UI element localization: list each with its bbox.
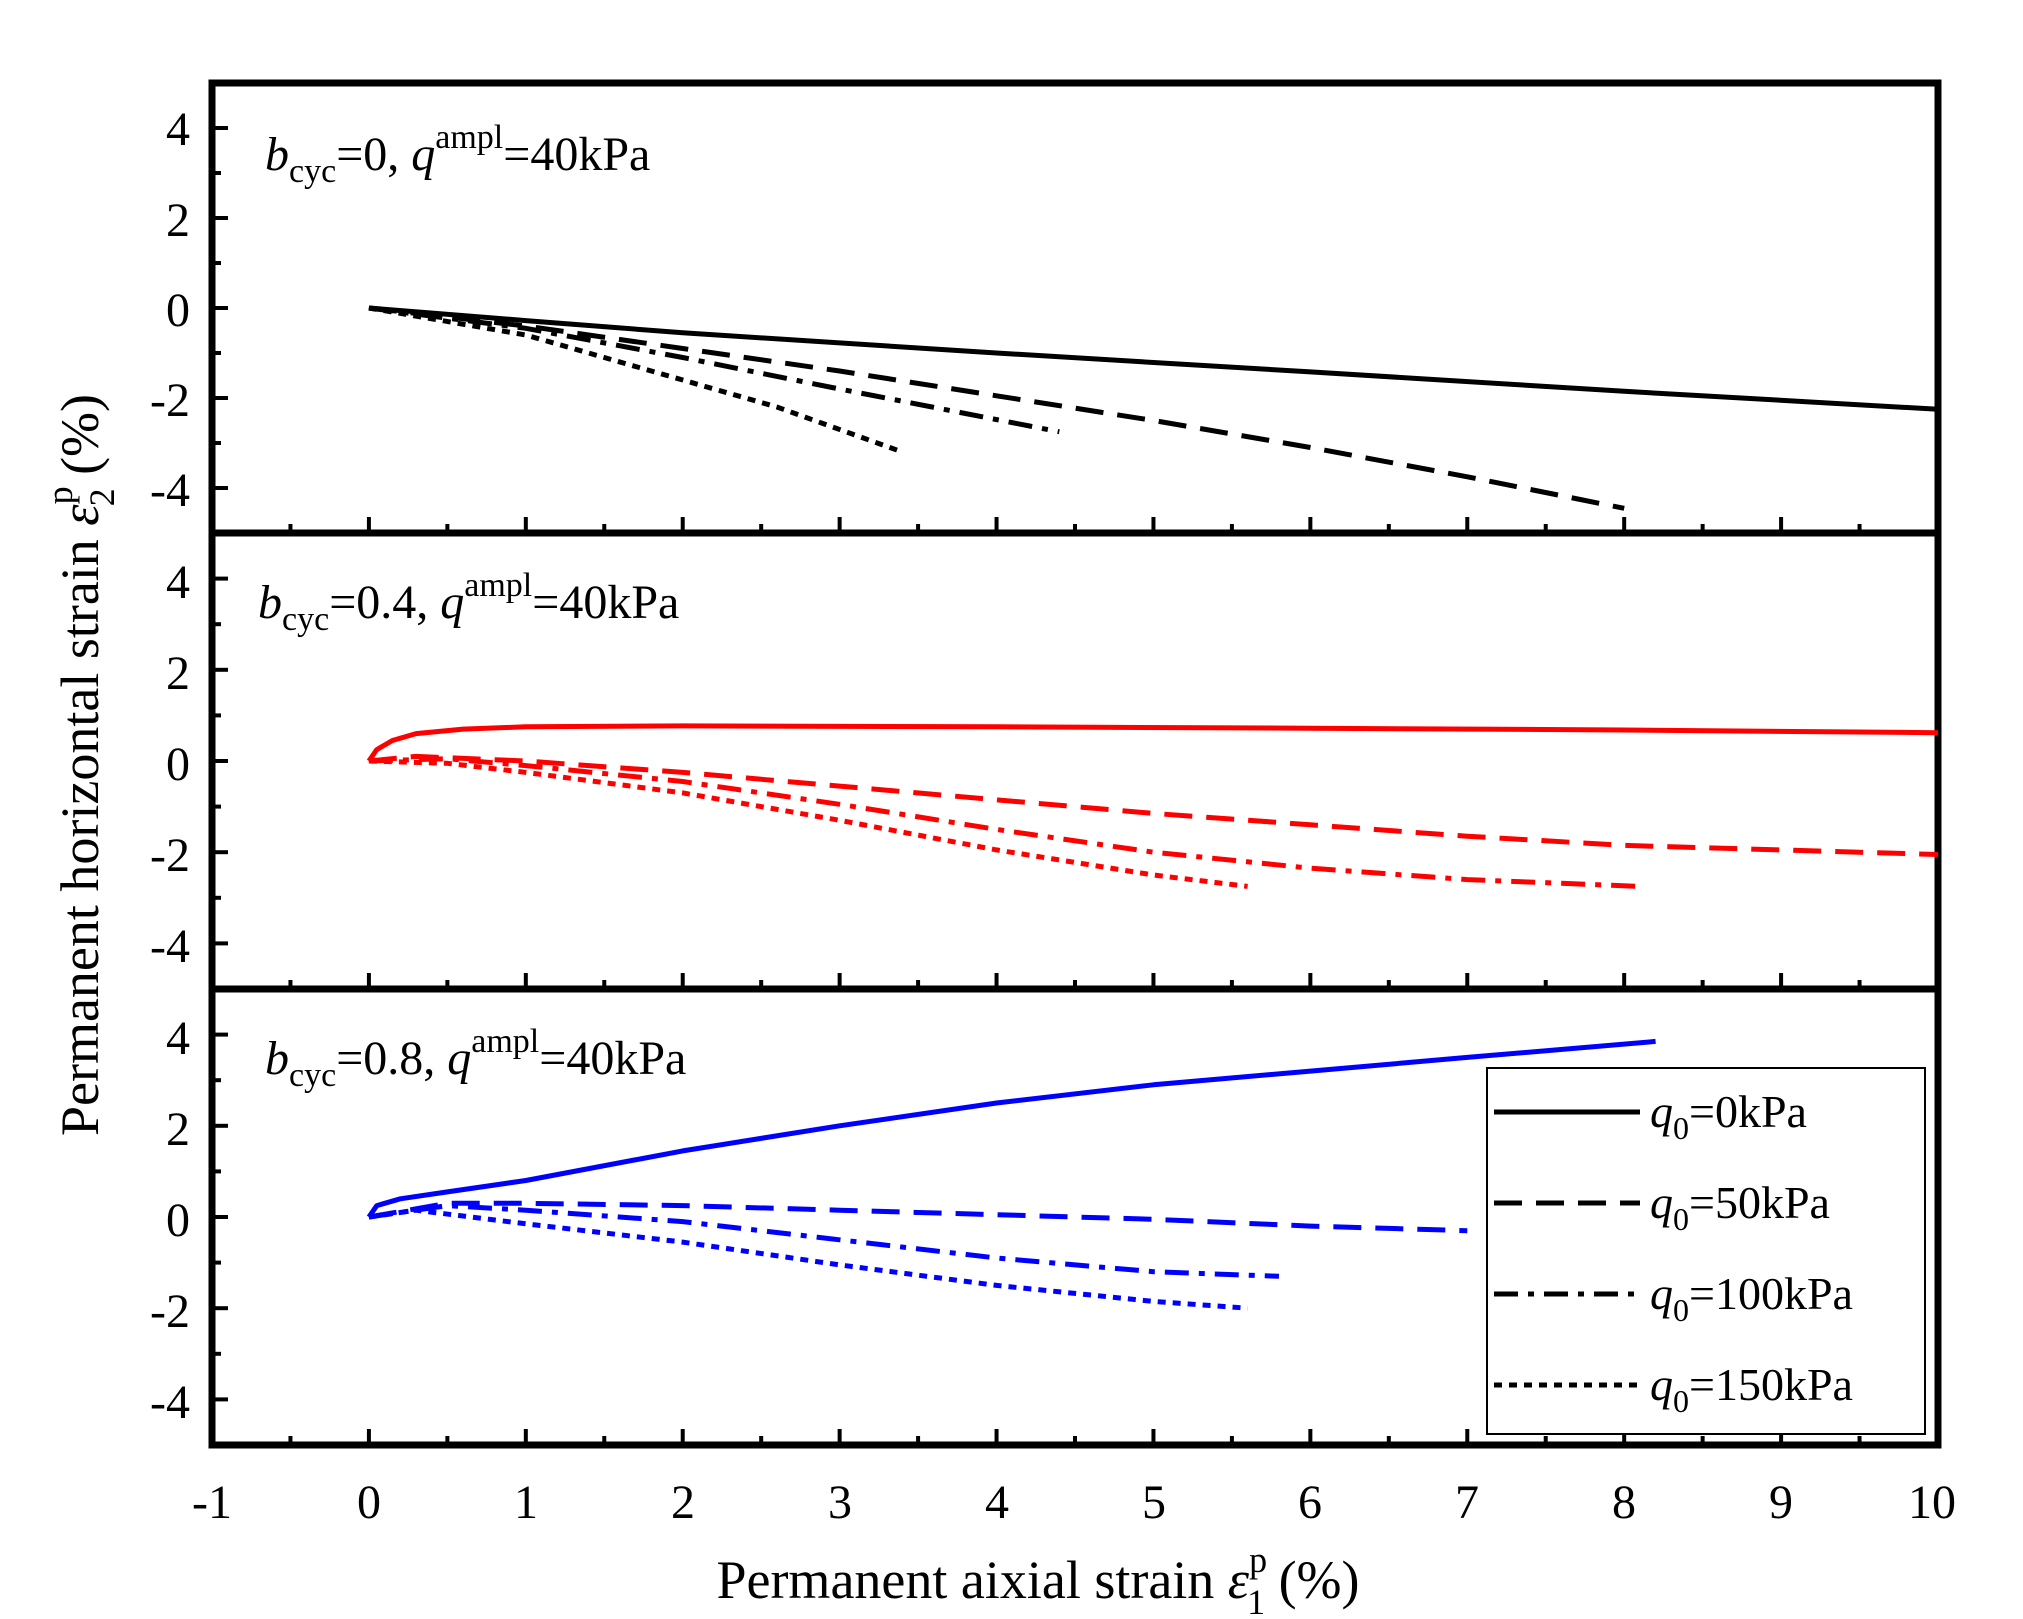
ytick-label: -4 xyxy=(150,464,190,517)
panel-middle: 4 2 0 -2 -4 bcyc=0.4, qampl=40kPa xyxy=(150,529,1942,993)
ytick-label: 2 xyxy=(166,194,190,247)
xtick-label: 4 xyxy=(985,1476,1009,1529)
panel-bottom-annotation: bcyc=0.8, qampl=40kPa xyxy=(265,1023,686,1094)
annot-b: b xyxy=(265,128,289,181)
ytick-label: 4 xyxy=(166,556,190,609)
panel-middle-annotation: bcyc=0.4, qampl=40kPa xyxy=(258,567,679,638)
legend-box xyxy=(1486,1067,1926,1435)
xtick-label: 0 xyxy=(357,1476,381,1529)
panel-top: 4 2 0 -2 -4 bcyc=0, qampl=40kPa xyxy=(150,79,1942,537)
xtick-label: 6 xyxy=(1298,1476,1322,1529)
panel-bottom: 4 2 0 -2 -4 bcyc=0.8, qampl=40kPa xyxy=(150,985,1942,1449)
y-axis-title-text: Permanent horizontal strain xyxy=(50,526,110,1136)
y-axis-sub: 2 xyxy=(82,488,122,506)
xtick-label: 7 xyxy=(1455,1476,1479,1529)
ytick-label: -2 xyxy=(150,829,190,882)
series-line-dot xyxy=(368,758,1248,889)
y-axis-title: Permanent horizontal strain εp2 (%) xyxy=(40,394,122,1136)
series-line-dash xyxy=(368,1200,1468,1234)
panel-bottom-ticks xyxy=(210,987,1940,1447)
x-axis-sup: p xyxy=(1249,1540,1267,1580)
series-line-dashdot xyxy=(368,1203,1280,1279)
y-axis-symbol: ε xyxy=(50,504,110,526)
panel-bottom-series xyxy=(366,1038,1656,1311)
annot-q-val: =40kPa xyxy=(503,128,650,181)
xtick-label: 5 xyxy=(1142,1476,1166,1529)
legend: q0=0kPa q0=50kPa q0=100kPa q0=150kPa xyxy=(1486,1067,1926,1435)
annot-q-sup: ampl xyxy=(471,1023,539,1060)
legend-item: q0=50kPa xyxy=(1494,1177,1830,1237)
annot-q: q xyxy=(447,1032,471,1085)
xtick-label: 10 xyxy=(1908,1476,1956,1529)
annot-q-sup: ampl xyxy=(464,567,532,604)
series-line-dashdot xyxy=(368,756,1640,889)
annot-b-val: =0.4, xyxy=(329,576,440,629)
y-axis-sup: p xyxy=(40,486,80,504)
ytick-label: -4 xyxy=(150,920,190,973)
x-axis-title-text: Permanent aixial strain xyxy=(716,1550,1227,1610)
xtick-label: 1 xyxy=(514,1476,538,1529)
series-line-dot xyxy=(368,1207,1248,1311)
x-axis-title: Permanent aixial strain εp 1 (%) xyxy=(716,1540,1359,1619)
annot-b-val: =0.8, xyxy=(336,1032,447,1085)
ytick-label: 2 xyxy=(166,1103,190,1156)
panel-bottom-ytick-labels: 4 2 0 -2 -4 xyxy=(150,1012,190,1429)
ytick-label: 4 xyxy=(166,103,190,156)
xtick-label: -1 xyxy=(192,1476,232,1529)
ytick-label: -4 xyxy=(150,1376,190,1429)
annot-q-val: =40kPa xyxy=(539,1032,686,1085)
xtick-label: 2 xyxy=(671,1476,695,1529)
series-line-solid xyxy=(366,723,1939,763)
series-line-solid xyxy=(366,1038,1656,1219)
panel-top-series xyxy=(368,305,1939,511)
panel-top-ytick-labels: 4 2 0 -2 -4 xyxy=(150,103,190,517)
ytick-label: 4 xyxy=(166,1012,190,1065)
annot-q-val: =40kPa xyxy=(532,576,679,629)
ytick-label: -2 xyxy=(150,1285,190,1338)
legend-label: q0=50kPa xyxy=(1650,1177,1830,1237)
series-line-dashdot xyxy=(368,305,1060,435)
annot-q-sup: ampl xyxy=(435,119,503,156)
xtick-label: 3 xyxy=(828,1476,852,1529)
x-axis-unit: (%) xyxy=(1265,1550,1359,1610)
x-axis-symbol: ε xyxy=(1228,1550,1250,1610)
annot-b-sub: cyc xyxy=(289,153,336,190)
legend-item: q0=0kPa xyxy=(1494,1086,1807,1146)
legend-label: q0=0kPa xyxy=(1650,1086,1807,1146)
legend-item: q0=150kPa xyxy=(1494,1359,1853,1419)
legend-label: q0=150kPa xyxy=(1650,1359,1853,1419)
ytick-label: 2 xyxy=(166,647,190,700)
xtick-labels: -1 0 1 2 3 4 5 6 7 8 9 10 xyxy=(192,1476,1956,1529)
annot-q: q xyxy=(411,128,435,181)
panel-top-annotation: bcyc=0, qampl=40kPa xyxy=(265,119,650,190)
series-line-dash xyxy=(368,305,1625,511)
y-axis-unit: (%) xyxy=(50,394,110,488)
annot-b: b xyxy=(258,576,282,629)
ytick-label: 0 xyxy=(166,1194,190,1247)
legend-label: q0=100kPa xyxy=(1650,1268,1853,1328)
panel-middle-series xyxy=(366,723,1939,889)
xtick-label: 8 xyxy=(1612,1476,1636,1529)
xtick-label: 9 xyxy=(1769,1476,1793,1529)
ytick-label: -2 xyxy=(150,374,190,427)
ytick-label: 0 xyxy=(166,284,190,337)
panel-middle-ytick-labels: 4 2 0 -2 -4 xyxy=(150,556,190,973)
series-line-solid xyxy=(368,305,1939,412)
ytick-label: 0 xyxy=(166,738,190,791)
series-line-dot xyxy=(368,305,904,455)
annot-b-sub: cyc xyxy=(282,601,329,638)
annot-b-val: =0, xyxy=(336,128,411,181)
annot-q: q xyxy=(440,576,464,629)
legend-item: q0=100kPa xyxy=(1494,1268,1853,1328)
annot-b: b xyxy=(265,1032,289,1085)
annot-b-sub: cyc xyxy=(289,1057,336,1094)
series-line-dash xyxy=(368,753,1939,857)
x-axis-sub: 1 xyxy=(1247,1582,1265,1619)
